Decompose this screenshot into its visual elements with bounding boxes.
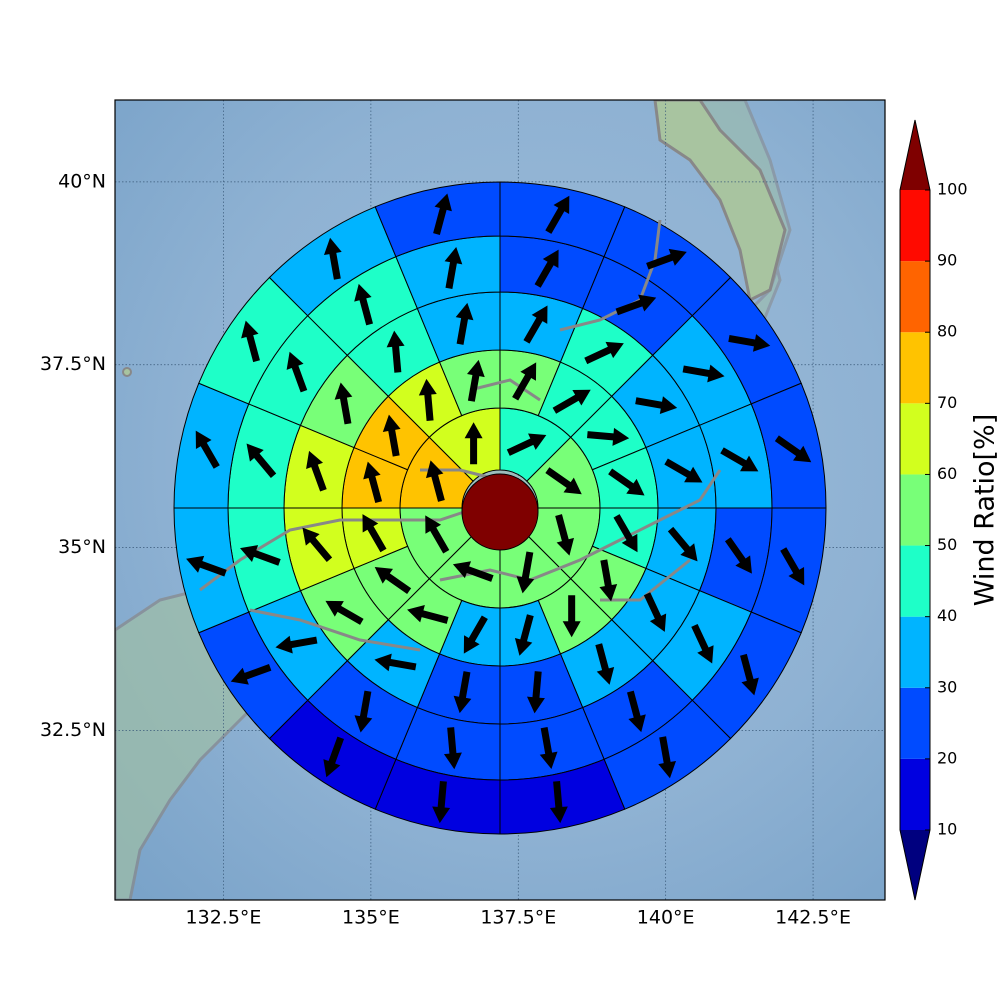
colorbar-bin: [900, 759, 930, 830]
colorbar-bin: [900, 617, 930, 688]
x-tick-label: 132.5°E: [186, 907, 262, 929]
colorbar-tick-label: 100: [937, 180, 968, 199]
colorbar: 10 20 30 40 50 60 70 80 90 100: [900, 120, 968, 900]
center-disc: [462, 474, 538, 550]
colorbar-label: Wind Ratio[%]: [970, 414, 1000, 606]
colorbar-bin: [900, 261, 930, 332]
colorbar-tick-label: 40: [937, 606, 957, 625]
y-tick-label: 35°N: [58, 536, 106, 558]
colorbar-bin: [900, 546, 930, 617]
colorbar-bin: [900, 474, 930, 545]
colorbar-over: [900, 120, 930, 190]
colorbar-under: [900, 830, 930, 900]
colorbar-bin: [900, 688, 930, 759]
colorbar-tick-label: 20: [937, 748, 957, 767]
y-tick-label: 32.5°N: [40, 719, 106, 741]
colorbar-tick-label: 30: [937, 677, 957, 696]
colorbar-tick-label: 10: [937, 820, 957, 839]
colorbar-bin: [900, 332, 930, 403]
colorbar-tick-label: 70: [937, 393, 957, 412]
y-tick-label: 40°N: [58, 170, 106, 192]
colorbar-tick-label: 50: [937, 535, 957, 554]
colorbar-tick-label: 90: [937, 251, 957, 270]
colorbar-tick-label: 60: [937, 464, 957, 483]
colorbar-tick-label: 80: [937, 322, 957, 341]
y-tick-label: 37.5°N: [40, 353, 106, 375]
x-tick-label: 137.5°E: [480, 907, 556, 929]
colorbar-bin: [900, 403, 930, 474]
x-tick-label: 135°E: [342, 907, 400, 929]
x-tick-label: 140°E: [637, 907, 695, 929]
x-tick-label: 142.5°E: [775, 907, 851, 929]
colorbar-bin: [900, 190, 930, 261]
